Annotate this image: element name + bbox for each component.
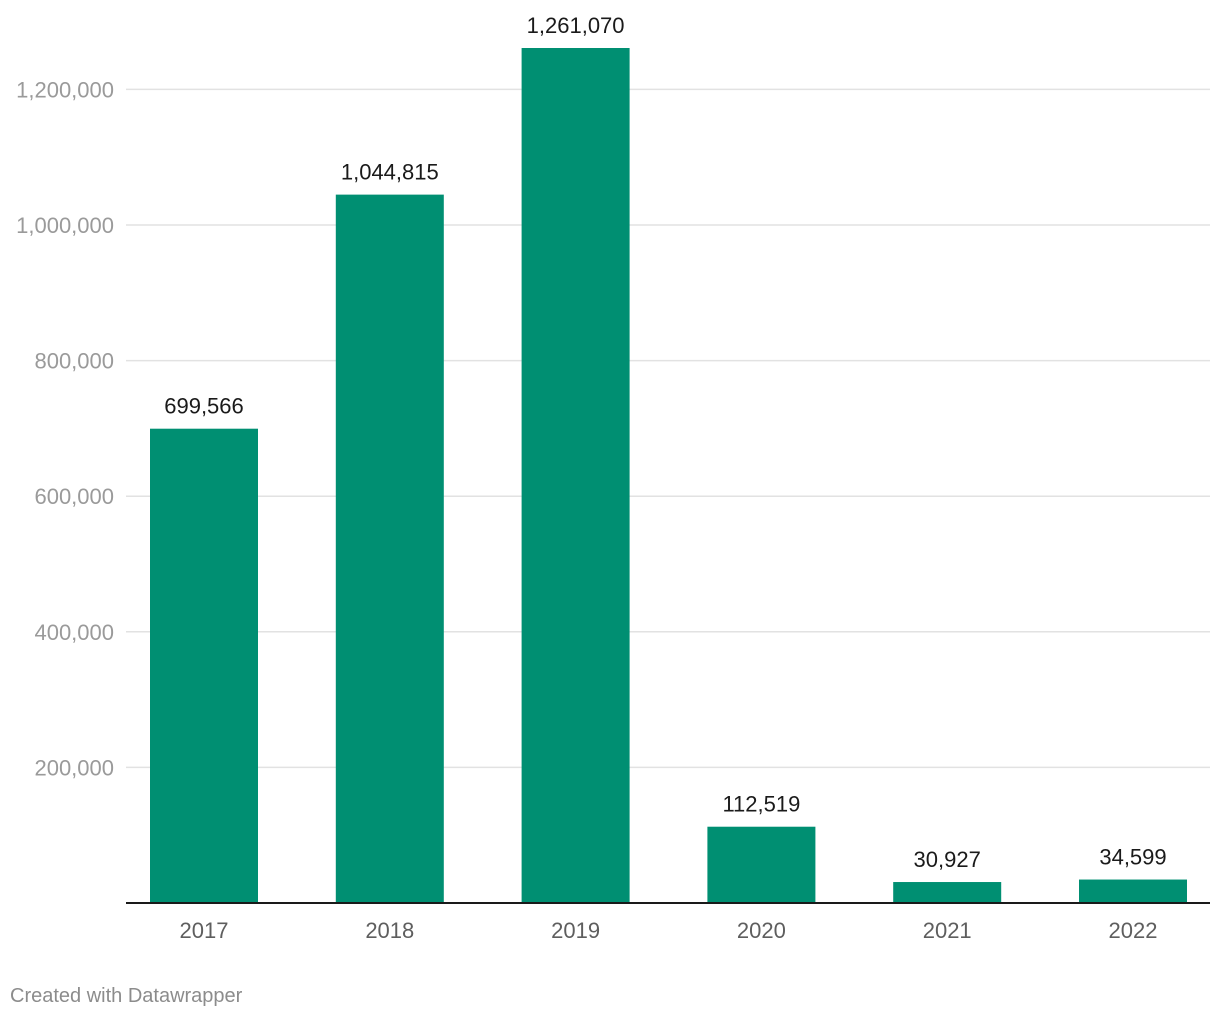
bar [150,428,258,903]
bar [521,48,630,903]
y-tick-label: 600,000 [34,484,114,509]
y-tick-label: 1,200,000 [16,77,114,102]
footer-credit: Created with Datawrapper [10,985,243,1007]
value-label: 1,044,815 [341,160,439,185]
bar [707,826,816,903]
value-label: 30,927 [914,847,981,872]
y-tick-label: 400,000 [34,620,114,645]
bars [150,48,1187,904]
bar [893,882,1002,903]
y-tick-label: 800,000 [34,349,114,374]
gridlines [126,88,1210,769]
value-labels: 699,566 1,044,815 1,261,070 112,519 30,927 34… [164,13,1166,872]
value-label: 112,519 [722,792,800,817]
x-tick-label: 2020 [737,918,786,943]
y-tick-label: 200,000 [34,755,114,780]
value-label: 699,566 [164,394,244,419]
x-tick-label: 2022 [1109,918,1158,943]
y-tick-label: 1,000,000 [16,213,114,238]
x-axis-tick-labels: 2017 2018 2019 2020 2021 2022 [180,918,1158,943]
bar [1079,879,1187,903]
x-tick-label: 2018 [365,918,414,943]
value-label: 34,599 [1099,845,1166,870]
x-tick-label: 2019 [551,918,600,943]
x-tick-label: 2017 [180,918,229,943]
y-axis-tick-labels: 200,000 400,000 600,000 800,000 1,000,000 1,2… [16,77,114,780]
bar [335,194,444,904]
x-tick-label: 2021 [923,918,972,943]
value-label: 1,261,070 [527,13,625,38]
